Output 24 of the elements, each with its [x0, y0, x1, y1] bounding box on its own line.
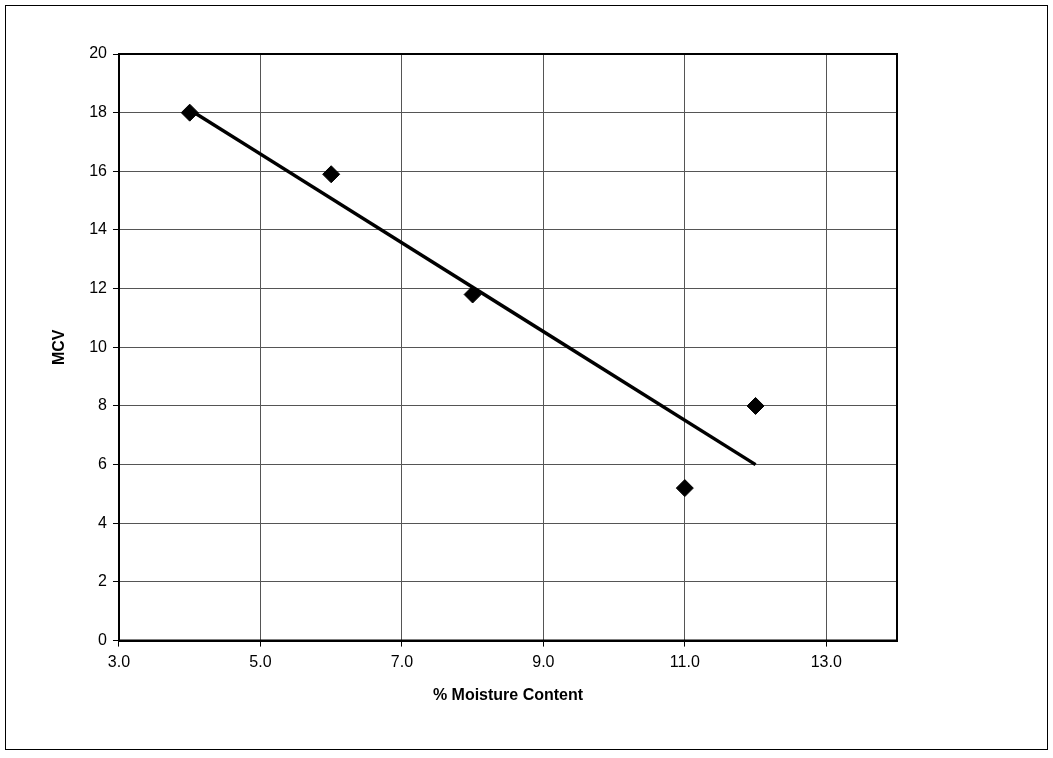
x-tick-label: 9.0	[532, 652, 555, 670]
x-tick-label: 7.0	[390, 652, 414, 670]
x-tick-label: 13.0	[810, 652, 842, 670]
point	[675, 479, 694, 498]
y-tick-label: 8	[98, 396, 108, 414]
y-tick-label: 18	[89, 103, 108, 121]
x-axis-title: % Moisture Content	[432, 685, 584, 703]
y-tick-label: 0	[98, 631, 108, 649]
point	[746, 396, 765, 415]
point	[322, 165, 341, 184]
y-tick-label: 14	[89, 220, 108, 238]
y-tick-label: 12	[89, 279, 108, 297]
y-tick-label: 16	[89, 161, 108, 179]
y-tick-label: 6	[98, 455, 108, 473]
y-axis-title: MCV	[50, 329, 68, 366]
x-tick-label: 5.0	[249, 652, 272, 670]
x-tick-label: 3.0	[107, 652, 131, 670]
y-tick-label: 2	[98, 572, 108, 590]
y-tick-label: 20	[89, 44, 108, 62]
x-tick-label: 11.0	[669, 652, 700, 670]
point	[463, 285, 482, 304]
point	[180, 103, 199, 122]
y-tick-label: 4	[98, 513, 108, 531]
y-tick-label: 10	[89, 337, 108, 355]
